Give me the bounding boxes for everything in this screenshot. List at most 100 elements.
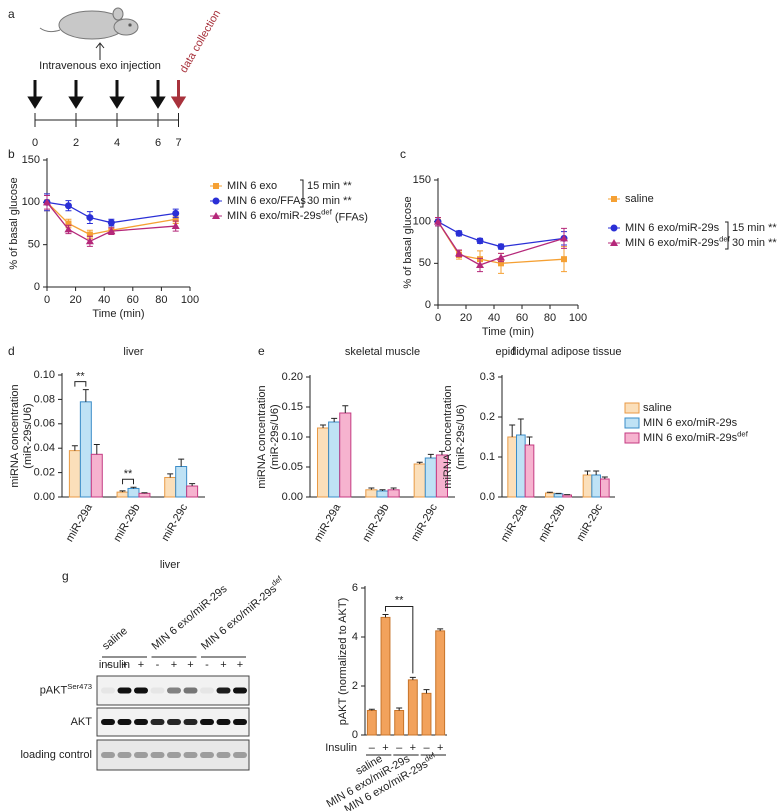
y-tick-label: 0.00 xyxy=(34,491,55,503)
y-axis-label: miRNA concentration xyxy=(442,385,454,488)
marker xyxy=(434,217,442,225)
legend-swatch xyxy=(624,417,640,429)
error-bar xyxy=(409,676,416,680)
panel-label: d xyxy=(8,344,15,358)
legend-label: saline xyxy=(643,402,672,414)
panel-label: f xyxy=(512,344,516,358)
marker xyxy=(561,256,567,263)
marker xyxy=(497,243,505,251)
error-bar xyxy=(320,424,327,428)
band xyxy=(216,719,231,725)
legend-label-main: MIN 6 exo/miR-29s xyxy=(643,432,738,444)
collection-label: data collection xyxy=(178,8,224,75)
sign: - xyxy=(156,659,160,671)
injection-arrow xyxy=(150,80,166,109)
x-tick-label: miR-29b xyxy=(360,502,391,544)
legend-swatch xyxy=(624,432,640,444)
band xyxy=(150,719,165,725)
error-bar xyxy=(178,458,185,467)
y-tick-label: 4 xyxy=(352,631,358,643)
legend-label: MIN 6 exo/miR-29sdef xyxy=(643,430,749,444)
row-label: AKT xyxy=(71,716,93,728)
band xyxy=(183,719,198,725)
marker xyxy=(65,220,72,227)
band xyxy=(200,752,214,758)
error-bar xyxy=(130,486,137,489)
legend-label: MIN 6 exo/miR-29s xyxy=(625,222,720,234)
x-tick-label: miR-29a xyxy=(499,501,531,544)
bar xyxy=(387,489,400,498)
bar xyxy=(507,436,518,498)
marker xyxy=(455,229,463,237)
legend-marker xyxy=(212,212,220,219)
chart-title: skeletal muscle xyxy=(345,346,420,358)
marker xyxy=(85,237,94,245)
significance-bracket xyxy=(122,478,134,485)
band xyxy=(134,752,148,758)
band xyxy=(117,719,132,725)
legend-label: MIN 6 exo xyxy=(227,180,277,192)
legend-label: saline xyxy=(625,193,654,205)
column-label-main: saline xyxy=(100,625,130,653)
x-tick-label: 80 xyxy=(155,294,167,306)
y-axis-label: miRNA concentration xyxy=(9,384,21,487)
x-axis-label: Time (min) xyxy=(92,308,144,320)
bar xyxy=(127,487,140,498)
y-tick-label: 0.3 xyxy=(480,371,495,383)
band xyxy=(101,687,115,694)
band xyxy=(117,687,132,694)
marker xyxy=(64,202,72,210)
x-tick-label: + xyxy=(410,742,416,754)
legend-marker xyxy=(610,224,618,232)
marker xyxy=(172,216,179,223)
row-label-main: pAKT xyxy=(40,684,68,696)
marker xyxy=(171,222,180,230)
error-bar xyxy=(93,444,100,455)
marker xyxy=(497,253,505,261)
day-label: 0 xyxy=(32,137,38,149)
band xyxy=(200,687,214,694)
legend-label: MIN 6 exo/miR-29s xyxy=(643,417,738,429)
injection-arrow xyxy=(68,80,84,109)
error-bar xyxy=(396,707,403,711)
y-axis-label: (miR-29s/U6) xyxy=(269,404,281,469)
bar xyxy=(376,490,389,498)
annotation: 30 min ** xyxy=(732,237,777,249)
x-tick-label: 60 xyxy=(127,294,139,306)
x-tick-label: 100 xyxy=(181,294,199,306)
significance-bracket xyxy=(385,605,414,674)
y-tick-label: 0.10 xyxy=(282,431,303,443)
x-tick-label: 100 xyxy=(569,312,587,324)
band xyxy=(167,752,181,758)
y-tick-label: 0.04 xyxy=(34,442,55,454)
mouse xyxy=(39,7,139,40)
bar xyxy=(591,474,601,498)
y-axis-label: pAKT (normalized to AKT) xyxy=(337,598,349,726)
y-axis-label: (miR-29s/U6) xyxy=(455,404,467,469)
bar xyxy=(164,476,177,498)
bar xyxy=(328,421,341,498)
y-tick-label: 150 xyxy=(22,154,40,166)
error-bar xyxy=(438,450,445,455)
bar xyxy=(175,466,188,498)
marker xyxy=(560,234,568,242)
sign: + xyxy=(138,659,144,671)
chart-title: epididymal adipose tissue xyxy=(496,346,622,358)
y-axis-label: % of basal glucose xyxy=(402,196,414,288)
significance-label: ** xyxy=(76,371,85,383)
legend-marker xyxy=(212,197,220,205)
y-tick-label: 0.15 xyxy=(282,401,303,413)
x-tick-label: 0 xyxy=(44,294,50,306)
marker xyxy=(498,260,504,267)
legend-label-main: MIN 6 exo/miR-29s xyxy=(643,417,738,429)
error-bar xyxy=(82,389,89,402)
bar xyxy=(186,485,199,498)
band xyxy=(117,752,132,758)
bar xyxy=(545,492,555,498)
sign: + xyxy=(171,659,177,671)
error-bar xyxy=(427,453,434,458)
x-tick-label: 20 xyxy=(460,312,472,324)
legend-swatch xyxy=(624,402,640,414)
bar xyxy=(424,457,437,498)
row-label: Insulin xyxy=(325,742,357,754)
